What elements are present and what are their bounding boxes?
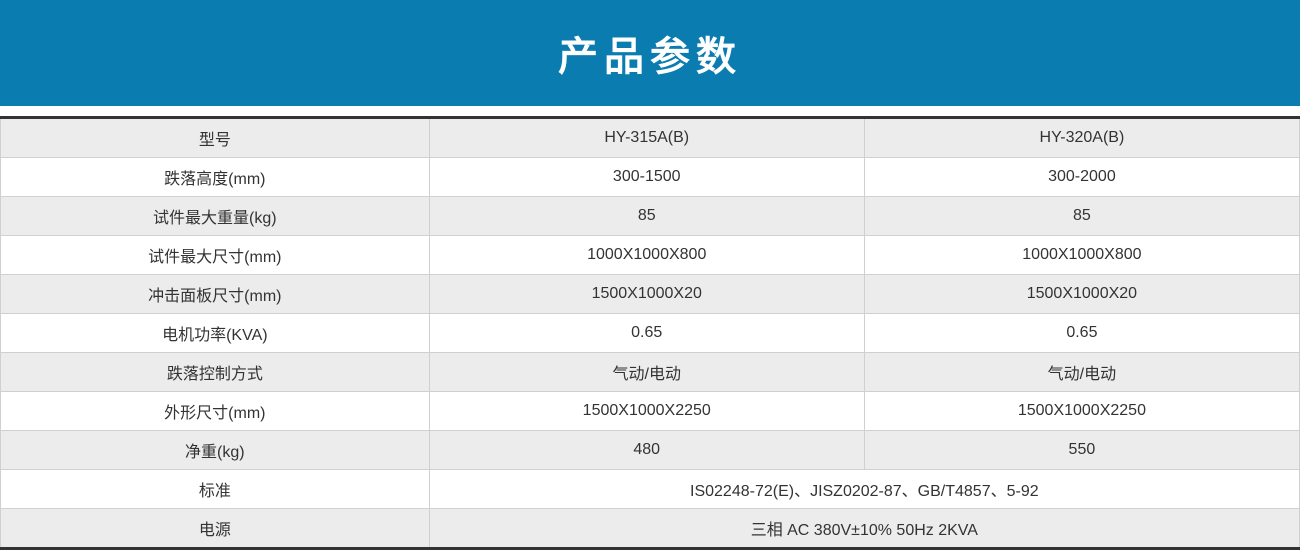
title-text: 产品参数: [558, 35, 742, 79]
table-row: 净重(kg)480550: [1, 431, 1300, 470]
row-value-b: 1500X1000X20: [864, 275, 1299, 314]
row-value-a: 0.65: [429, 314, 864, 353]
row-label: 外形尺寸(mm): [1, 392, 430, 431]
row-value-a: HY-315A(B): [429, 118, 864, 158]
row-value-a: 气动/电动: [429, 353, 864, 392]
table-row: 外形尺寸(mm)1500X1000X22501500X1000X2250: [1, 392, 1300, 431]
row-value-a: 480: [429, 431, 864, 470]
row-value-b: 300-2000: [864, 158, 1299, 197]
row-label: 试件最大重量(kg): [1, 197, 430, 236]
row-value-b: HY-320A(B): [864, 118, 1299, 158]
row-label: 冲击面板尺寸(mm): [1, 275, 430, 314]
row-label: 型号: [1, 118, 430, 158]
table-row: 电源三相 AC 380V±10% 50Hz 2KVA: [1, 509, 1300, 549]
table-row: 试件最大尺寸(mm)1000X1000X8001000X1000X800: [1, 236, 1300, 275]
row-value-b: 1000X1000X800: [864, 236, 1299, 275]
table-row: 跌落高度(mm)300-1500300-2000: [1, 158, 1300, 197]
table-row: 跌落控制方式气动/电动气动/电动: [1, 353, 1300, 392]
row-label: 标准: [1, 470, 430, 509]
title-banner: 产品参数: [0, 0, 1300, 106]
row-label: 电源: [1, 509, 430, 549]
table-row: 冲击面板尺寸(mm)1500X1000X201500X1000X20: [1, 275, 1300, 314]
table-row: 试件最大重量(kg)8585: [1, 197, 1300, 236]
row-value-b: 1500X1000X2250: [864, 392, 1299, 431]
row-value-merged: IS02248-72(E)、JISZ0202-87、GB/T4857、5-92: [429, 470, 1299, 509]
specs-table: 型号HY-315A(B)HY-320A(B)跌落高度(mm)300-150030…: [0, 116, 1300, 550]
table-row: 电机功率(KVA)0.650.65: [1, 314, 1300, 353]
row-label: 电机功率(KVA): [1, 314, 430, 353]
table-row: 标准IS02248-72(E)、JISZ0202-87、GB/T4857、5-9…: [1, 470, 1300, 509]
row-value-merged: 三相 AC 380V±10% 50Hz 2KVA: [429, 509, 1299, 549]
specs-table-body: 型号HY-315A(B)HY-320A(B)跌落高度(mm)300-150030…: [1, 118, 1300, 549]
row-value-b: 0.65: [864, 314, 1299, 353]
row-value-a: 1500X1000X20: [429, 275, 864, 314]
row-value-a: 85: [429, 197, 864, 236]
row-label: 跌落控制方式: [1, 353, 430, 392]
row-label: 试件最大尺寸(mm): [1, 236, 430, 275]
row-value-b: 气动/电动: [864, 353, 1299, 392]
row-value-a: 1500X1000X2250: [429, 392, 864, 431]
row-label: 跌落高度(mm): [1, 158, 430, 197]
row-label: 净重(kg): [1, 431, 430, 470]
row-value-b: 85: [864, 197, 1299, 236]
table-row: 型号HY-315A(B)HY-320A(B): [1, 118, 1300, 158]
row-value-a: 1000X1000X800: [429, 236, 864, 275]
row-value-b: 550: [864, 431, 1299, 470]
row-value-a: 300-1500: [429, 158, 864, 197]
